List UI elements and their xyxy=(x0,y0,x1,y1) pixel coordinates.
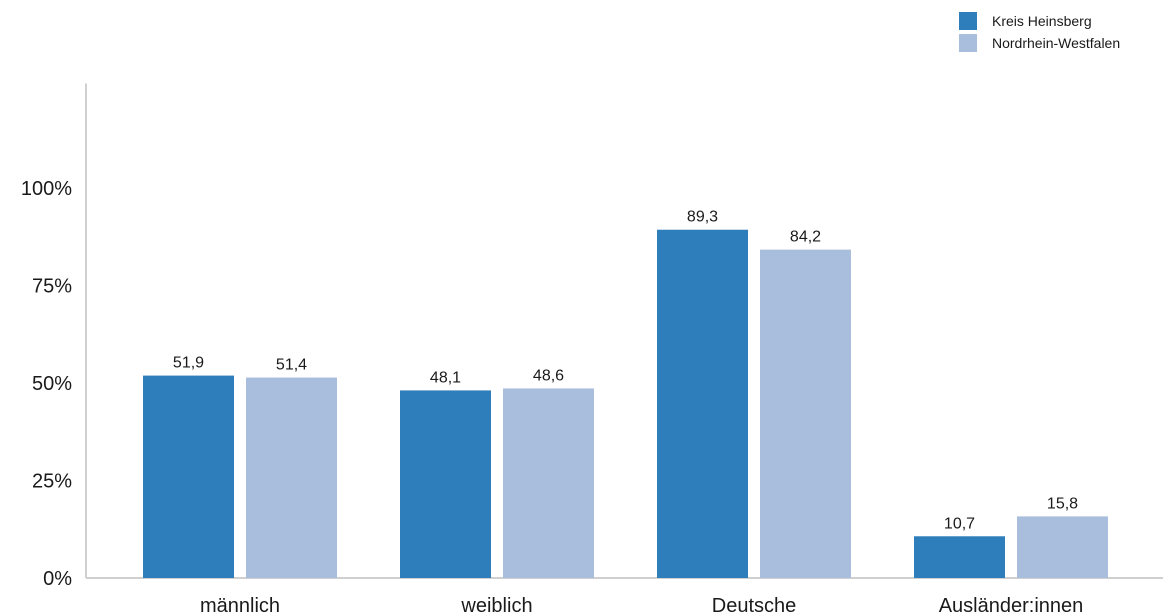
x-category-label: männlich xyxy=(200,595,280,616)
bar-value-label: 51,4 xyxy=(276,357,307,374)
y-tick-label: 75% xyxy=(32,276,72,298)
x-category-label: Ausländer:innen xyxy=(939,595,1084,616)
bar-value-label: 51,9 xyxy=(173,355,204,372)
bar-value-label: 10,7 xyxy=(944,515,975,532)
bar-value-label: 48,6 xyxy=(533,367,564,384)
legend-swatch xyxy=(959,34,977,52)
bar xyxy=(1017,516,1108,578)
y-axis: 0% 25% 50% 75% 100% xyxy=(21,83,87,590)
bar xyxy=(760,249,851,578)
y-tick-label: 0% xyxy=(43,568,72,590)
bar xyxy=(143,375,234,578)
y-tick-label: 25% xyxy=(32,471,72,493)
value-labels-group: 51,9 51,4 48,1 48,6 89,3 84,2 10,7 15,8 xyxy=(173,209,1078,533)
legend-label: Nordrhein-Westfalen xyxy=(992,35,1120,51)
bar-value-label: 48,1 xyxy=(430,369,461,386)
bar xyxy=(503,388,594,578)
chart-legend: Kreis Heinsberg Nordrhein-Westfalen xyxy=(959,12,1120,52)
bar-value-label: 84,2 xyxy=(790,229,821,246)
y-tick-label: 50% xyxy=(32,373,72,395)
x-category-label: Deutsche xyxy=(712,595,797,616)
legend-label: Kreis Heinsberg xyxy=(992,13,1092,29)
x-category-label: weiblich xyxy=(460,595,532,616)
x-axis: männlich weiblich Deutsche Ausländer:innen xyxy=(86,577,1163,616)
legend-swatch xyxy=(959,12,977,30)
bar xyxy=(246,377,337,578)
bars-group xyxy=(143,229,1108,579)
bar-value-label: 89,3 xyxy=(687,209,718,226)
bar-value-label: 15,8 xyxy=(1047,495,1078,512)
bar xyxy=(914,536,1005,578)
y-tick-label: 100% xyxy=(21,178,72,200)
bar xyxy=(400,390,491,578)
bar xyxy=(657,229,748,579)
